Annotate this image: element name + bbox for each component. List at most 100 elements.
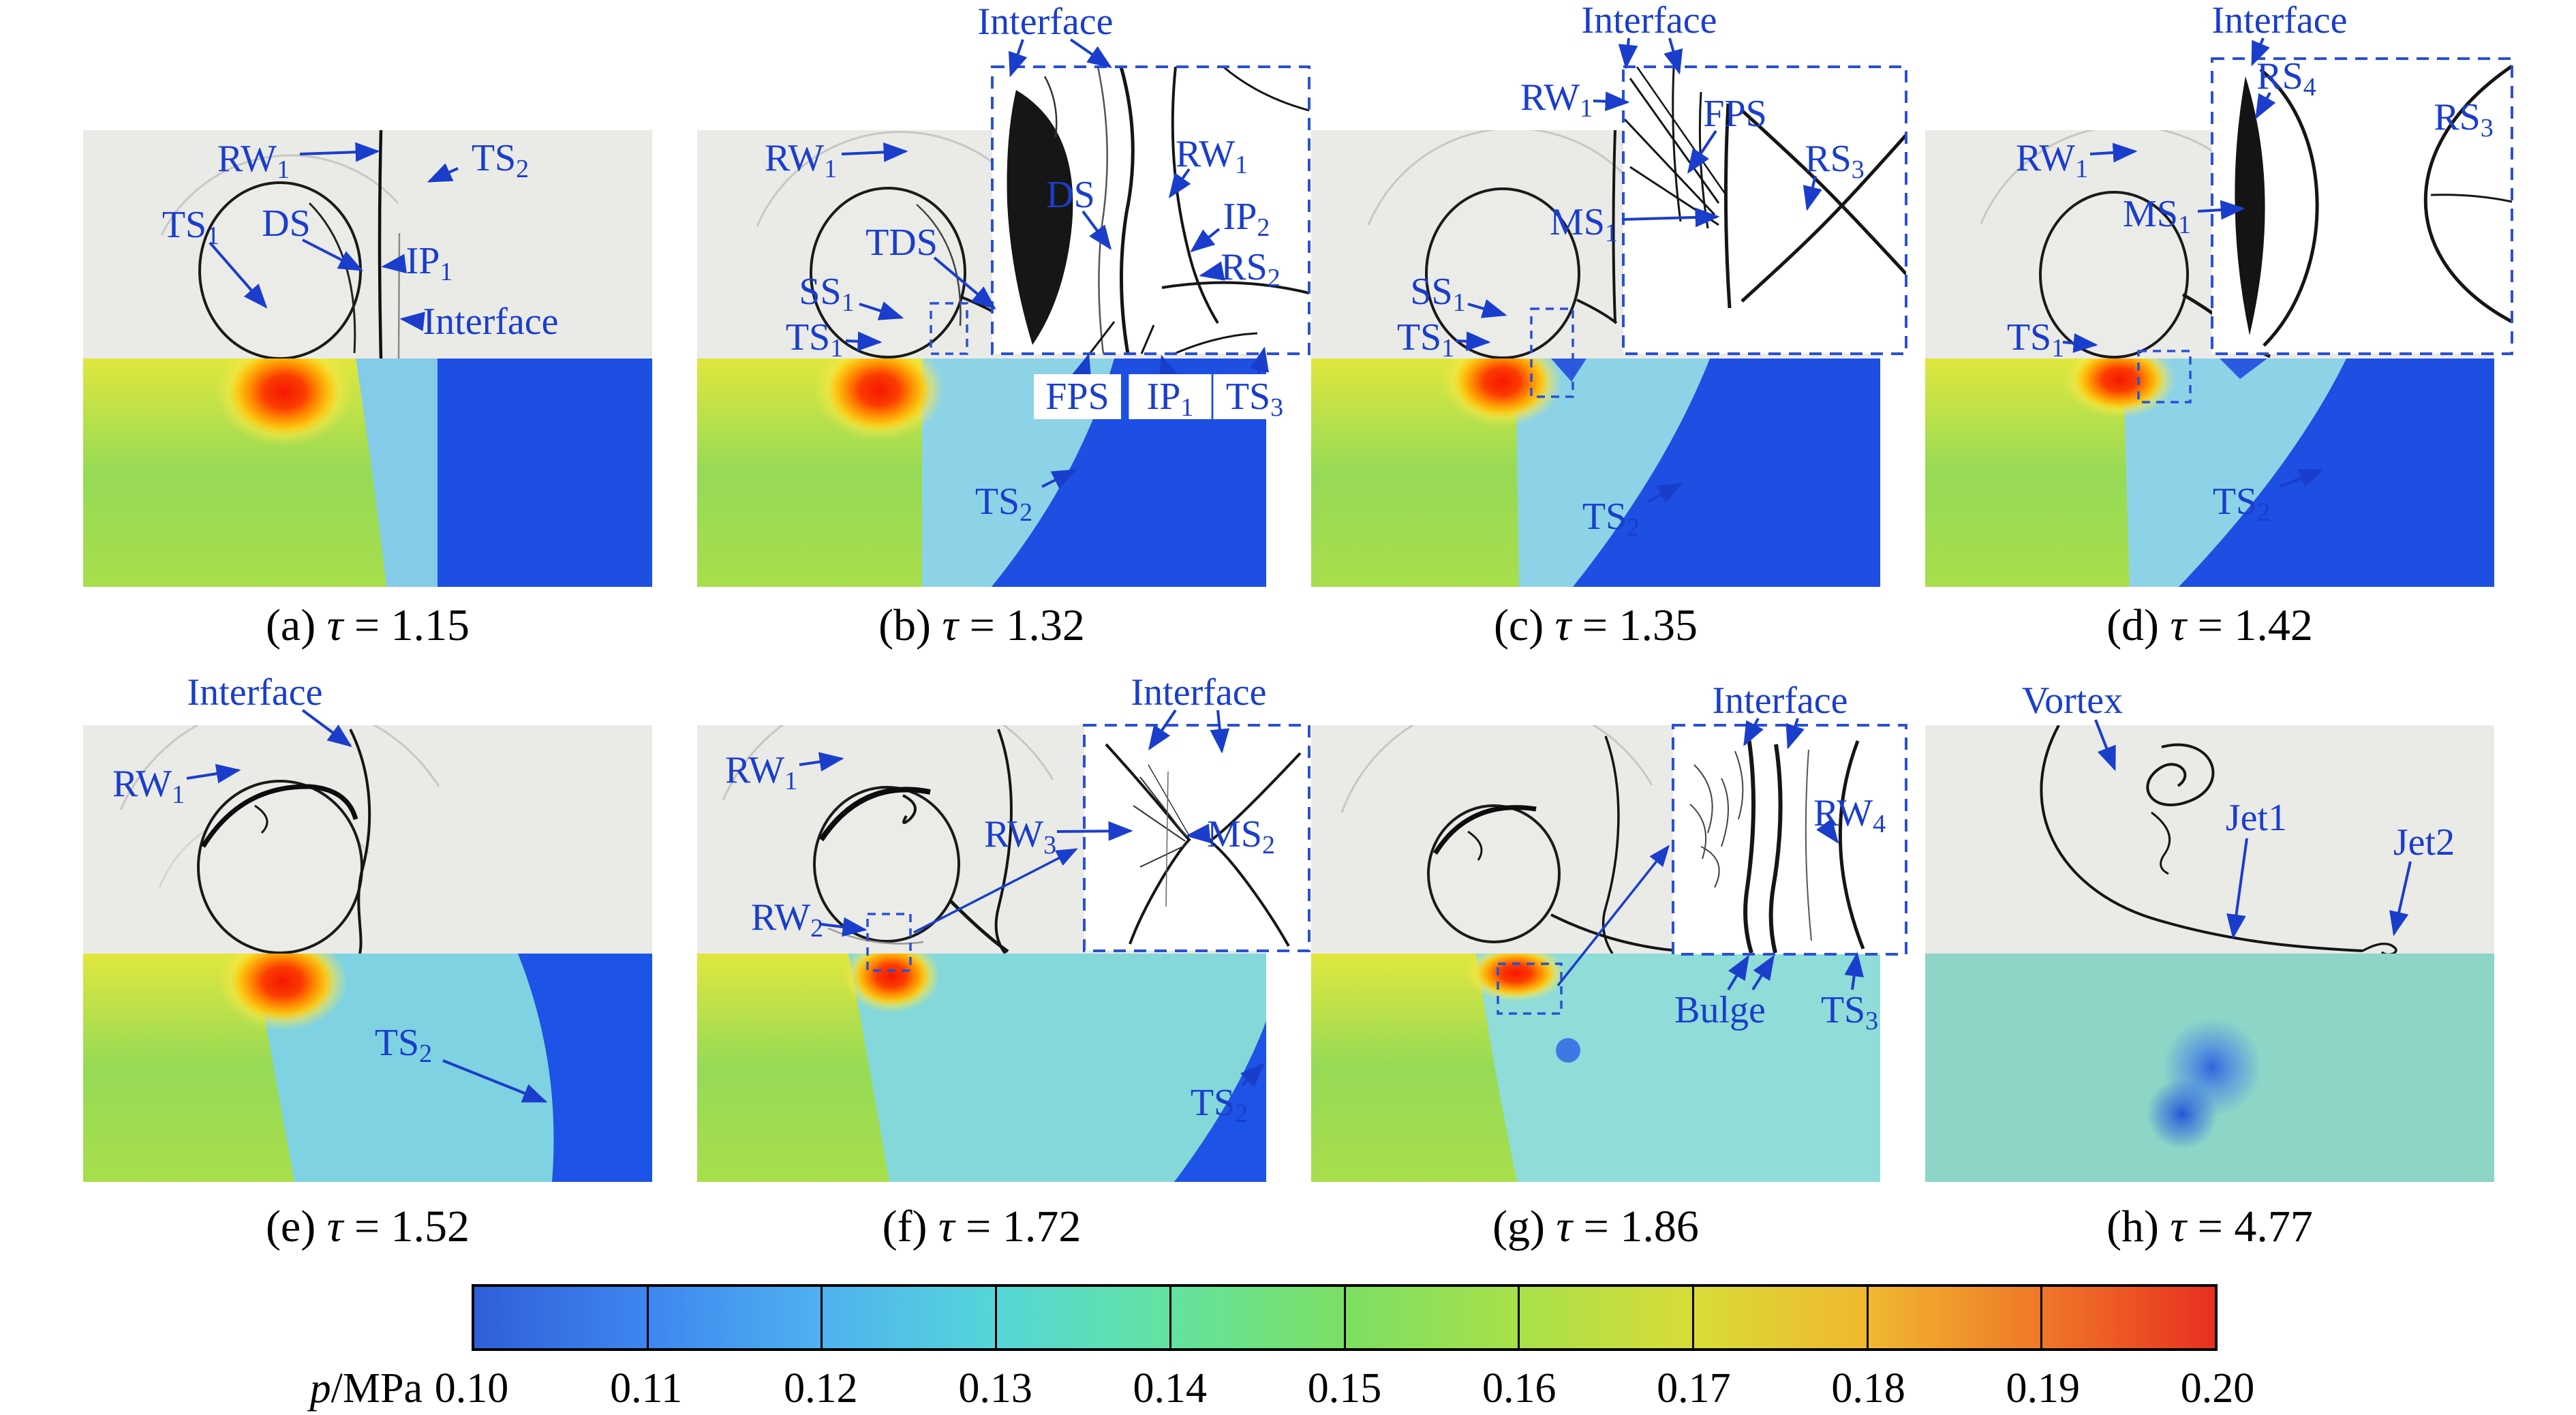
annotation-arrow <box>302 239 364 271</box>
annotation-arrow <box>2255 92 2276 120</box>
annotation-arrow <box>301 709 352 748</box>
annotation-arrow <box>1455 331 1491 352</box>
inset-border <box>1083 724 1310 952</box>
annotation-arrow <box>399 311 425 331</box>
panel-caption-g: (g) τ = 1.86 <box>1492 1202 1699 1251</box>
annotation-Interface: Interface <box>1713 680 1848 722</box>
annotation-arrow <box>299 142 380 162</box>
annotation-arrow <box>1727 954 1749 991</box>
annotation-arrow <box>1743 718 1764 747</box>
high-pressure-spot <box>218 954 348 1031</box>
schlieren-features <box>119 725 440 954</box>
colorbar-tick: 0.14 <box>1133 1365 1208 1412</box>
panel-caption-a: (a) τ = 1.15 <box>265 600 470 650</box>
annotation-Interface: Interface <box>1131 671 1267 714</box>
annotation-arrow <box>1190 228 1221 253</box>
schlieren-region <box>83 130 652 359</box>
annotation-arrow <box>2389 861 2412 937</box>
annotation-arrow <box>1159 354 1178 382</box>
zoom-connector-arrow <box>913 848 1078 934</box>
panel-h: Vortex Jet1 Jet2 (h) τ = 4.77 <box>1925 680 2566 1356</box>
annotation-Interface: Interface <box>978 1 1114 43</box>
inset-magnified-view <box>1623 67 1906 309</box>
annotation-arrow <box>845 331 883 352</box>
annotation-arrow <box>1687 130 1717 174</box>
high-pressure-spot <box>216 359 352 446</box>
annotation-Jet2: Jet2 <box>2393 821 2455 864</box>
annotation-arrow <box>1210 710 1230 754</box>
schlieren-features <box>2040 725 2397 954</box>
annotation-arrow <box>1056 821 1133 841</box>
annotation-arrow <box>1041 469 1077 489</box>
annotation-label-box <box>1129 374 1212 419</box>
annotation-arrow <box>1168 168 1191 198</box>
panel-a: RW1 TS2 TS1 DS IP1 Interface (a) τ = 1.15 <box>83 0 724 675</box>
annotation-arrow <box>2094 719 2116 772</box>
panel-c: Interface RW1 FPS RS3 MS1 SS1 TS1 TS2 (c) τ = 1.… <box>1311 0 1952 675</box>
panel-e: Interface RW1 TS2 (e) τ = 1.52 <box>83 671 724 1356</box>
colorbar-segment <box>1520 1287 1694 1348</box>
panel-canvas-h: Vortex Jet1 Jet2 <box>1925 680 2494 1182</box>
colorbar-tick: 0.11 <box>610 1365 683 1412</box>
annotation-arrow <box>1199 261 1225 281</box>
colorbar-tick: 0.17 <box>1657 1365 1731 1412</box>
inset-background <box>1673 725 1906 954</box>
pressure-region <box>83 954 652 1182</box>
panel-b: Interface RW1 RW1 DS IP2 RS2 TDS SS1 TS1 FPS IP1 TS… <box>697 0 1338 675</box>
annotation-Interface: Interface <box>423 301 559 343</box>
annotation-arrow <box>427 163 459 183</box>
colorbar-tick: 0.18 <box>1831 1365 1905 1412</box>
annotation-arrow <box>1618 37 1638 70</box>
colorbar-tick: 0.16 <box>1482 1365 1557 1412</box>
high-pressure-spot <box>814 359 944 441</box>
zoom-source-rect <box>1530 307 1574 398</box>
annotation-label-box <box>1034 374 1121 419</box>
annotation-arrow <box>841 142 908 162</box>
colorbar-segment <box>1693 1287 1869 1348</box>
colorbar-tick: 0.13 <box>958 1365 1032 1412</box>
panel-caption-c: (c) τ = 1.35 <box>1493 600 1698 650</box>
annotation-arrow <box>1069 38 1112 69</box>
annotation-arrow <box>933 256 996 310</box>
annotation-FPS: FPS <box>1703 93 1766 135</box>
annotation-arrow <box>2279 469 2325 488</box>
annotation-arrow <box>859 301 904 320</box>
annotation-arrow <box>1785 718 1805 750</box>
annotation-arrow <box>209 241 268 309</box>
annotation-arrow <box>1467 299 1507 318</box>
annotation-arrow <box>1621 207 1720 228</box>
annotation-Jet1: Jet1 <box>2226 797 2287 839</box>
annotation-arrow <box>1249 346 1270 374</box>
panel-caption-b: (b) τ = 1.32 <box>878 600 1085 650</box>
zoom-source-rect <box>930 302 968 355</box>
annotation-TS1: TS1 <box>2007 316 2064 363</box>
annotation-arrow <box>1072 353 1092 380</box>
zoom-connector-arrow <box>1557 845 1670 987</box>
annotation-RW2: RW2 <box>751 896 823 943</box>
annotation-arrow <box>1816 818 1839 844</box>
colorbar-label-symbol: p <box>309 1365 331 1412</box>
annotation-arrow <box>2226 838 2248 939</box>
annotation-arrow <box>186 763 241 784</box>
annotation-arrow <box>1803 175 1822 211</box>
colorbar-tick: 0.19 <box>2006 1365 2081 1412</box>
pressure-region <box>1925 954 2494 1182</box>
colorbar-segment <box>997 1287 1171 1348</box>
annotation-arrow <box>1844 952 1864 990</box>
annotation-Interface: Interface <box>187 671 323 714</box>
panel-f: Interface RW1 RW3 MS2 RW2 TS2 (f) τ = 1.72 <box>697 671 1338 1356</box>
annotation-arrow <box>1593 91 1630 112</box>
annotation-TS3: TS3 <box>1226 376 1283 422</box>
annotation-arrow <box>1008 39 1028 78</box>
panel-caption-e: (e) τ = 1.52 <box>265 1202 470 1251</box>
panel-g: Interface RW4 Bulge TS3 (g) τ = 1.86 <box>1311 680 1952 1356</box>
colorbar-tick: 0.12 <box>784 1365 858 1412</box>
annotation-arrow <box>381 254 407 274</box>
colorbar-label-unit: /MPa <box>331 1365 423 1412</box>
zoom-source-rect <box>1497 962 1563 1015</box>
annotation-TDS: TDS <box>865 222 938 264</box>
